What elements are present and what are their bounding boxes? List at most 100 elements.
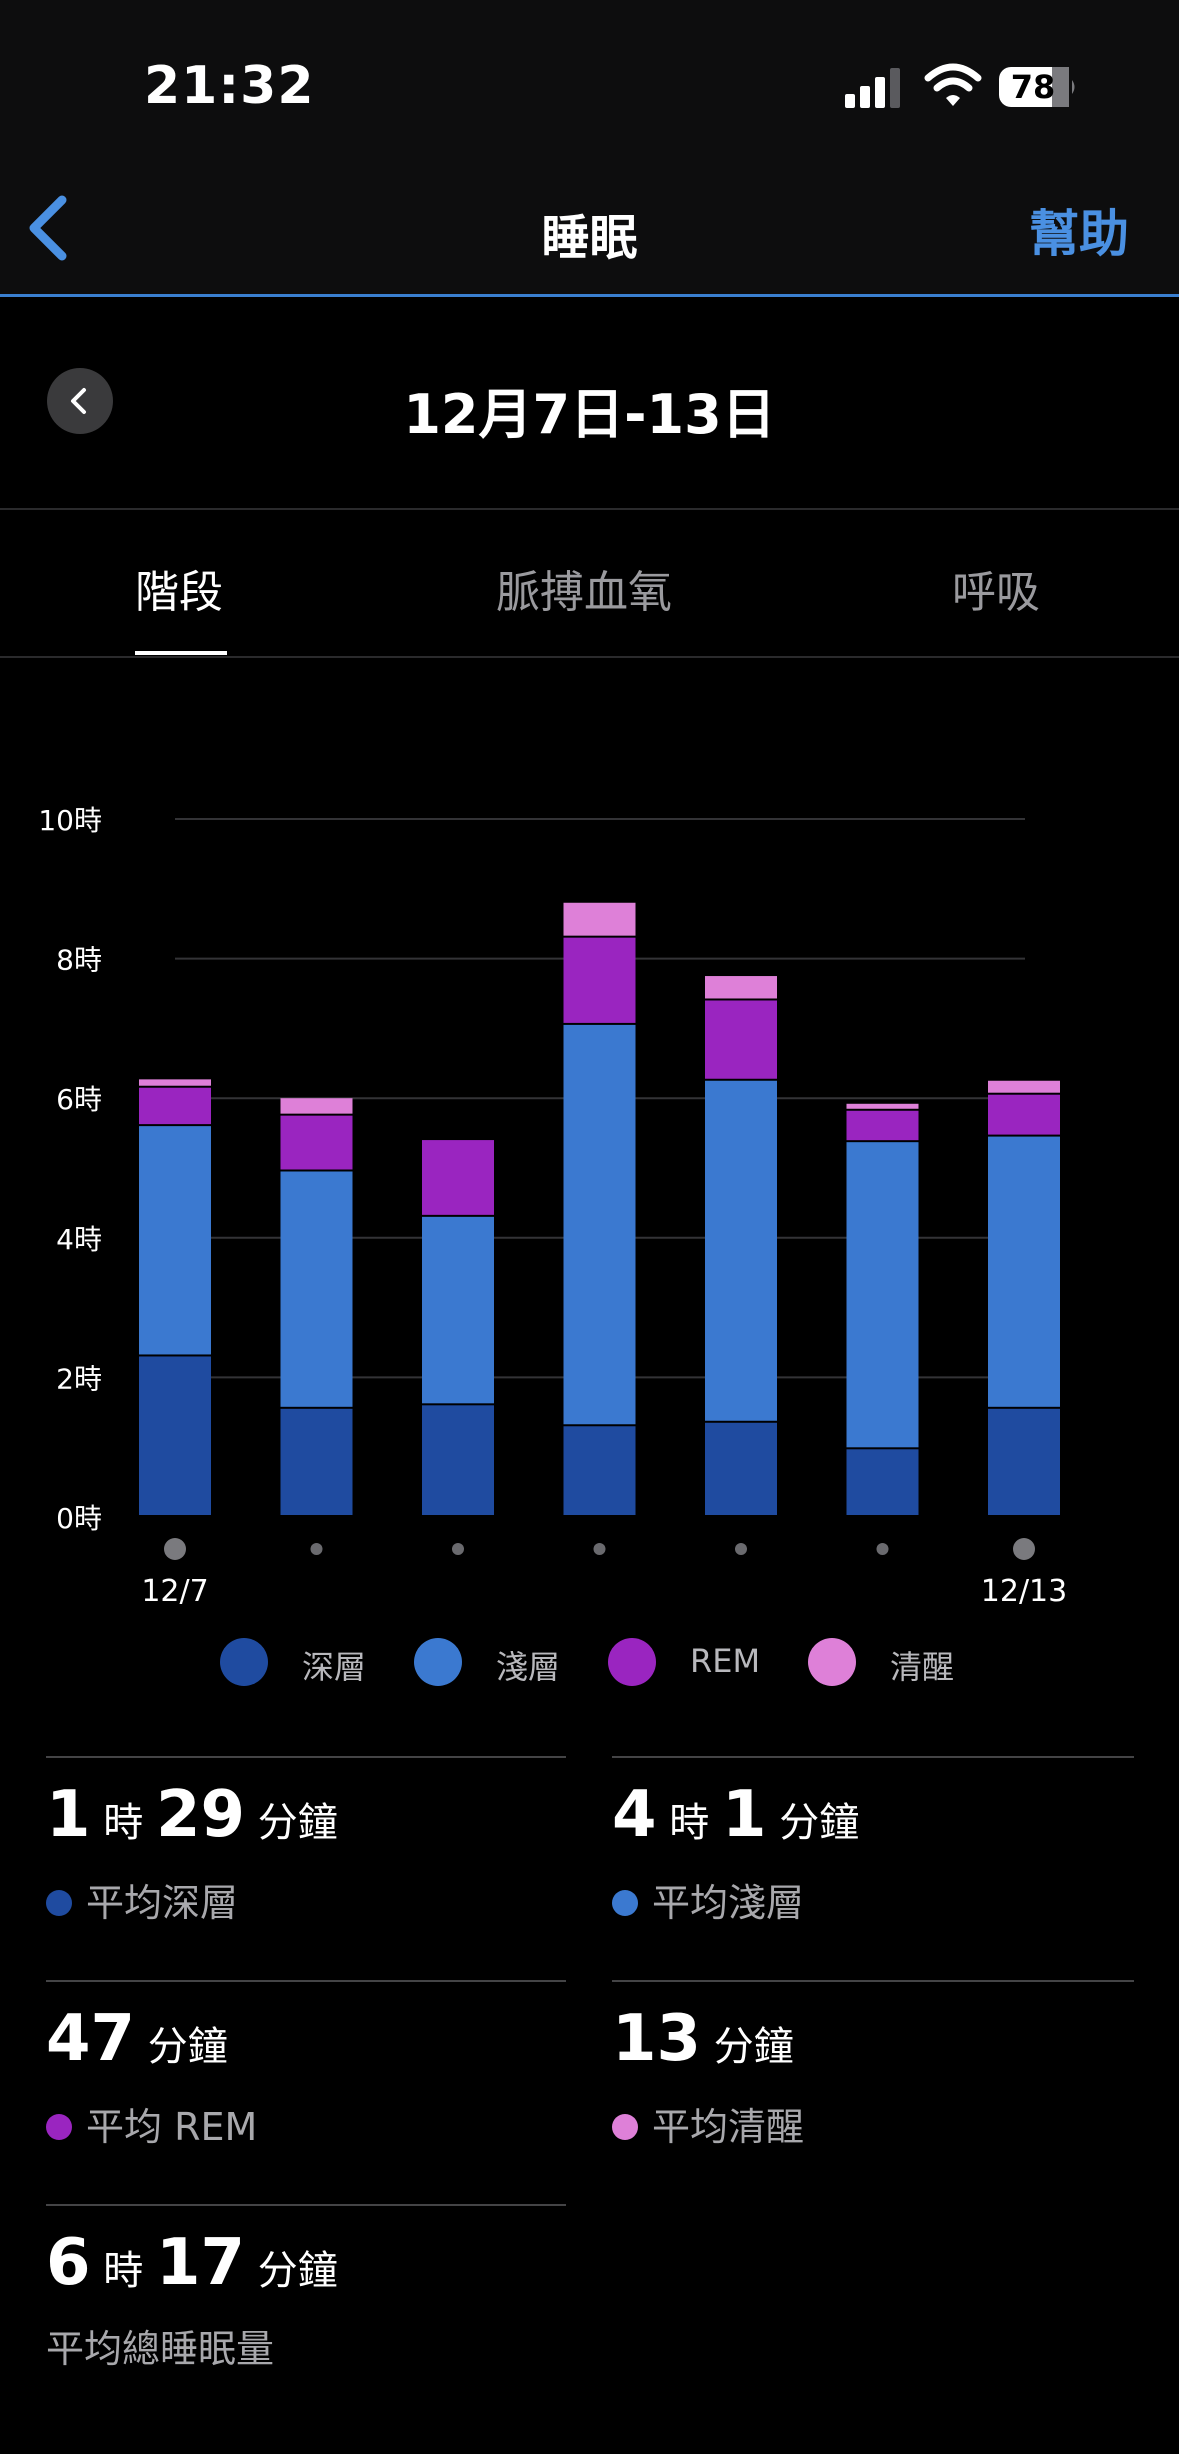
tab-pulse-ox[interactable]: 脈搏血氧 xyxy=(496,567,672,618)
bar-segment xyxy=(563,902,636,936)
bar-segment xyxy=(139,1126,211,1355)
active-tab-indicator xyxy=(135,651,227,655)
stat-minutes: 17 xyxy=(155,2226,246,2300)
x-tick-dot xyxy=(1013,1538,1035,1560)
stat-avg-light-value: 4 時 1 分鐘 xyxy=(612,1778,859,1852)
stat-hours: 1 xyxy=(46,1778,91,1852)
stat-label-text: 平均清醒 xyxy=(652,2105,805,2149)
y-tick-label: 2時 xyxy=(56,1362,102,1395)
rem-dot-icon xyxy=(46,2113,72,2140)
page-title: 睡眠 xyxy=(541,210,638,266)
legend-label-deep: 深層 xyxy=(302,1648,367,1686)
x-tick-dot xyxy=(452,1543,464,1555)
stat-hours: 6 xyxy=(46,2226,91,2300)
awake-dot-icon xyxy=(612,2113,638,2140)
bar-segment xyxy=(139,1356,211,1515)
stat-label-text: 平均深層 xyxy=(86,1881,239,1925)
bar-segment xyxy=(280,1171,353,1407)
legend-label-light: 淺層 xyxy=(496,1648,561,1686)
battery-icon xyxy=(999,67,1075,107)
tab-breathing[interactable]: 呼吸 xyxy=(952,567,1040,618)
deep-dot-icon xyxy=(46,1889,72,1916)
stat-label-text: 平均淺層 xyxy=(652,1881,805,1925)
stat-hours-unit: 時 xyxy=(669,1800,710,1846)
legend-label-awake: 清醒 xyxy=(890,1648,955,1686)
bar-segment xyxy=(846,1142,919,1448)
stat-minutes-unit: 分鐘 xyxy=(257,1800,338,1846)
bar-segment xyxy=(422,1140,494,1215)
stat-avg-rem-label: 平均 REM xyxy=(46,2096,257,2151)
stat-minutes: 47 xyxy=(46,2002,136,2076)
stat-divider xyxy=(46,1980,566,1982)
bar-segment xyxy=(563,937,636,1023)
stat-avg-deep-value: 1 時 29 分鐘 xyxy=(46,1778,338,1852)
legend-swatch-rem xyxy=(608,1638,656,1686)
x-tick-label: 12/7 xyxy=(141,1574,208,1609)
stat-avg-awake-label: 平均清醒 xyxy=(612,2096,804,2151)
y-tick-label: 0時 xyxy=(56,1502,102,1535)
stat-minutes-unit: 分鐘 xyxy=(713,2024,794,2070)
bar-segment xyxy=(422,1405,494,1515)
bar-segment xyxy=(988,1094,1060,1135)
bar-segment xyxy=(988,1408,1060,1515)
bar-segment xyxy=(563,1024,636,1425)
previous-week-button[interactable] xyxy=(47,368,113,434)
x-tick-label: 12/13 xyxy=(981,1574,1067,1609)
y-tick-label: 8時 xyxy=(56,944,102,977)
bar-segment xyxy=(280,1115,353,1170)
divider xyxy=(0,508,1179,510)
legend-swatch-light xyxy=(414,1638,462,1686)
stat-minutes: 29 xyxy=(155,1778,246,1852)
bar-segment xyxy=(563,1426,636,1515)
bar-segment xyxy=(705,1422,777,1515)
legend-swatch-awake xyxy=(808,1638,856,1686)
nav-bar xyxy=(0,170,1179,297)
divider xyxy=(0,656,1179,658)
status-bar xyxy=(0,0,1179,170)
stat-avg-light-label: 平均淺層 xyxy=(612,1872,804,1927)
stat-minutes: 13 xyxy=(612,2002,702,2076)
stat-avg-total-value: 6 時 17 分鐘 xyxy=(46,2226,338,2300)
stat-minutes: 1 xyxy=(721,1778,767,1852)
x-tick-dot xyxy=(876,1543,889,1555)
status-time: 21:32 xyxy=(144,56,315,116)
stat-hours: 4 xyxy=(612,1778,657,1852)
bar-segment xyxy=(139,1079,211,1086)
legend-label-rem: REM xyxy=(690,1642,761,1680)
tab-stages[interactable]: 階段 xyxy=(135,567,223,618)
bar-segment xyxy=(705,1000,777,1079)
stat-divider xyxy=(46,1756,566,1758)
bar-segment xyxy=(705,1080,777,1421)
stat-minutes-unit: 分鐘 xyxy=(147,2024,228,2070)
bar-segment xyxy=(139,1087,211,1125)
battery-level: 78 xyxy=(1010,68,1056,106)
chevron-left-icon xyxy=(71,388,86,414)
y-tick-label: 6時 xyxy=(56,1083,102,1116)
bar-segment xyxy=(846,1449,919,1515)
chart-legend: 深層 淺層 REM 清醒 xyxy=(220,1638,1000,1688)
x-tick-dot xyxy=(310,1543,323,1555)
y-tick-label: 4時 xyxy=(56,1223,102,1256)
date-range: 12月7日-13日 xyxy=(403,383,776,446)
sleep-stages-chart: 0時 2時 4時 6時 8時 10時 12/7 12/13 xyxy=(38,804,1067,1609)
x-tick-dot xyxy=(164,1538,186,1560)
stat-avg-awake-value: 13 分鐘 xyxy=(612,2002,794,2076)
stat-avg-deep-label: 平均深層 xyxy=(46,1872,238,1927)
bar-segment xyxy=(846,1110,919,1141)
cellular-signal-icon xyxy=(845,68,900,108)
back-chevron-icon[interactable] xyxy=(18,188,78,268)
light-dot-icon xyxy=(612,1889,638,1916)
stat-minutes-unit: 分鐘 xyxy=(779,1800,860,1846)
bar-segment xyxy=(988,1080,1060,1093)
stat-avg-total-label: 平均總睡眠量 xyxy=(46,2327,275,2371)
stat-divider xyxy=(46,2204,566,2206)
stat-divider xyxy=(612,1756,1134,1758)
help-button[interactable]: 幫助 xyxy=(1029,205,1129,263)
stat-hours-unit: 時 xyxy=(103,1800,144,1846)
legend-swatch-deep xyxy=(220,1638,268,1686)
stat-hours-unit: 時 xyxy=(103,2248,144,2294)
stat-label-text: 平均 REM xyxy=(86,2105,258,2149)
bar-segment xyxy=(988,1136,1060,1407)
wifi-icon xyxy=(924,63,982,106)
stat-avg-rem-value: 47 分鐘 xyxy=(46,2002,228,2076)
